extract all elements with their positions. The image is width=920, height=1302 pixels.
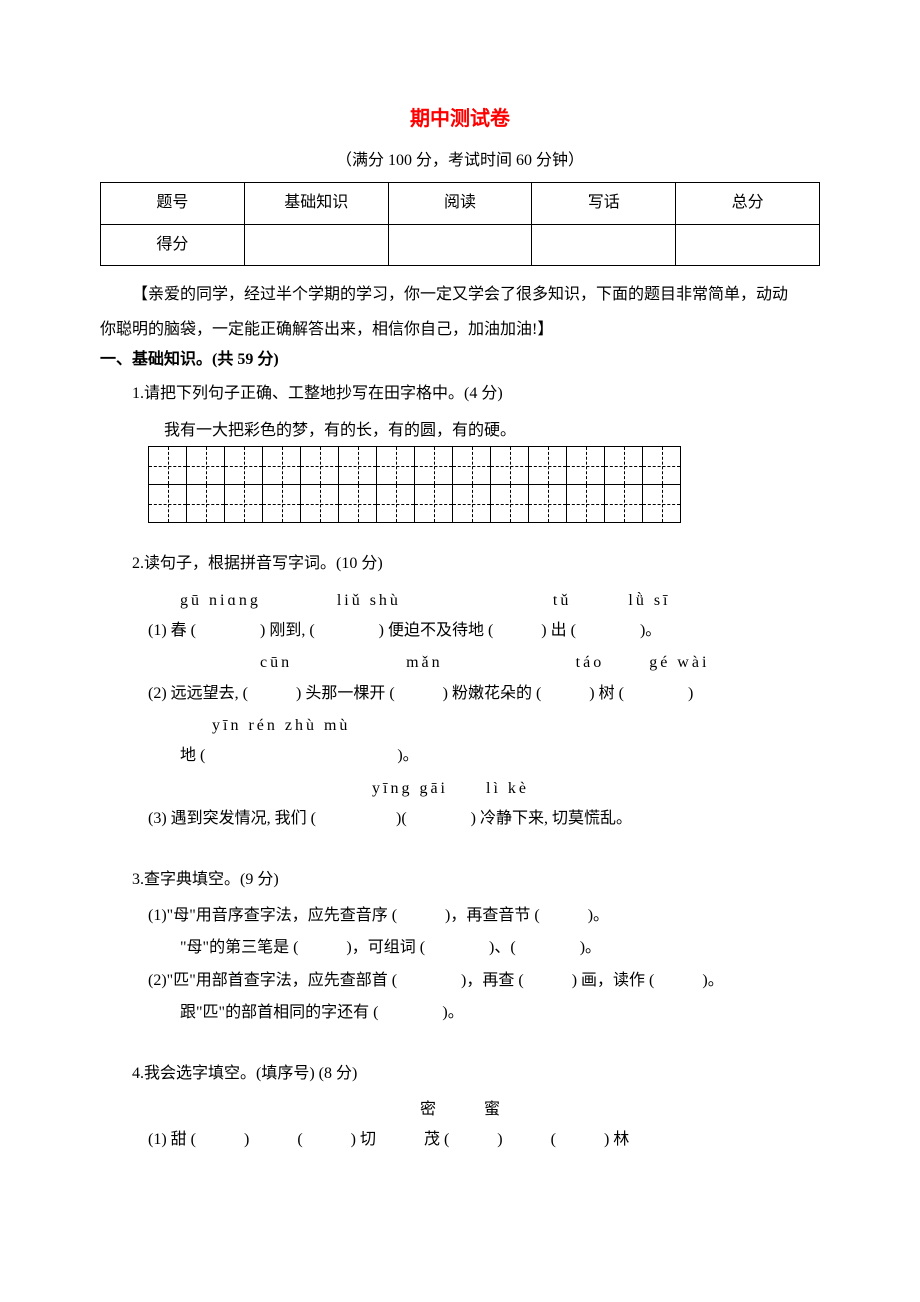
q3-line1: (1)"母"用音序查字法，应先查音序 ( )，再查音节 ( )。 bbox=[100, 901, 820, 931]
score-empty-cell bbox=[244, 224, 388, 265]
intro-text-line2: 你聪明的脑袋，一定能正确解答出来，相信你自己，加油加油!】 bbox=[100, 315, 820, 345]
score-header-cell: 写话 bbox=[532, 183, 676, 224]
page-title: 期中测试卷 bbox=[100, 100, 820, 138]
q1-sentence: 我有一大把彩色的梦，有的长，有的圆，有的硬。 bbox=[100, 416, 820, 446]
score-empty-cell bbox=[532, 224, 676, 265]
score-empty-cell bbox=[388, 224, 532, 265]
q2-text-2: (2) 远远望去, ( ) 头那一棵开 ( ) 粉嫩花朵的 ( ) 树 ( ) bbox=[100, 679, 820, 709]
table-row: 得分 bbox=[101, 224, 820, 265]
writing-grid-wrap bbox=[100, 446, 820, 523]
q2-pinyin-1: gū niɑng liǔ shù tǔ lǜ sī bbox=[100, 586, 820, 616]
exam-subtitle: （满分 100 分，考试时间 60 分钟） bbox=[100, 146, 820, 176]
score-header-cell: 总分 bbox=[676, 183, 820, 224]
q2-text-1: (1) 春 ( ) 刚到, ( ) 便迫不及待地 ( ) 出 ( )。 bbox=[100, 616, 820, 646]
q2-text-3: (3) 遇到突发情况, 我们 ( )( ) 冷静下来, 切莫慌乱。 bbox=[100, 804, 820, 834]
q2-pinyin-2: cūn mǎn táo gé wài bbox=[100, 648, 820, 678]
q4-chars: 密 蜜 bbox=[100, 1095, 820, 1125]
q3-line3: (2)"匹"用部首查字法，应先查部首 ( )，再查 ( ) 画，读作 ( )。 bbox=[100, 966, 820, 996]
q4-line1: (1) 甜 ( ) ( ) 切 茂 ( ) ( ) 林 bbox=[100, 1125, 820, 1155]
writing-grid bbox=[148, 446, 681, 523]
q3-line4: 跟"匹"的部首相同的字还有 ( )。 bbox=[100, 998, 820, 1028]
q3-line2: "母"的第三笔是 ( )，可组词 ( )、( )。 bbox=[100, 933, 820, 963]
q3-prompt: 3.查字典填空。(9 分) bbox=[100, 865, 820, 895]
score-header-cell: 基础知识 bbox=[244, 183, 388, 224]
q2-prompt: 2.读句子，根据拼音写字词。(10 分) bbox=[100, 549, 820, 579]
score-header-cell: 题号 bbox=[101, 183, 245, 224]
score-row-label: 得分 bbox=[101, 224, 245, 265]
q1-prompt: 1.请把下列句子正确、工整地抄写在田字格中。(4 分) bbox=[100, 379, 820, 409]
q2-pinyin-3: yīng gāi lì kè bbox=[100, 774, 820, 804]
score-header-cell: 阅读 bbox=[388, 183, 532, 224]
q2-text-2b: 地 ( )。 bbox=[100, 741, 820, 771]
table-row: 题号 基础知识 阅读 写话 总分 bbox=[101, 183, 820, 224]
q2-pinyin-2b: yīn rén zhù mù bbox=[100, 711, 820, 741]
q4-prompt: 4.我会选字填空。(填序号) (8 分) bbox=[100, 1059, 820, 1089]
intro-text-line1: 【亲爱的同学，经过半个学期的学习，你一定又学会了很多知识，下面的题目非常简单，动… bbox=[100, 280, 820, 310]
section-heading: 一、基础知识。(共 59 分) bbox=[100, 345, 820, 375]
score-empty-cell bbox=[676, 224, 820, 265]
score-table: 题号 基础知识 阅读 写话 总分 得分 bbox=[100, 182, 820, 266]
